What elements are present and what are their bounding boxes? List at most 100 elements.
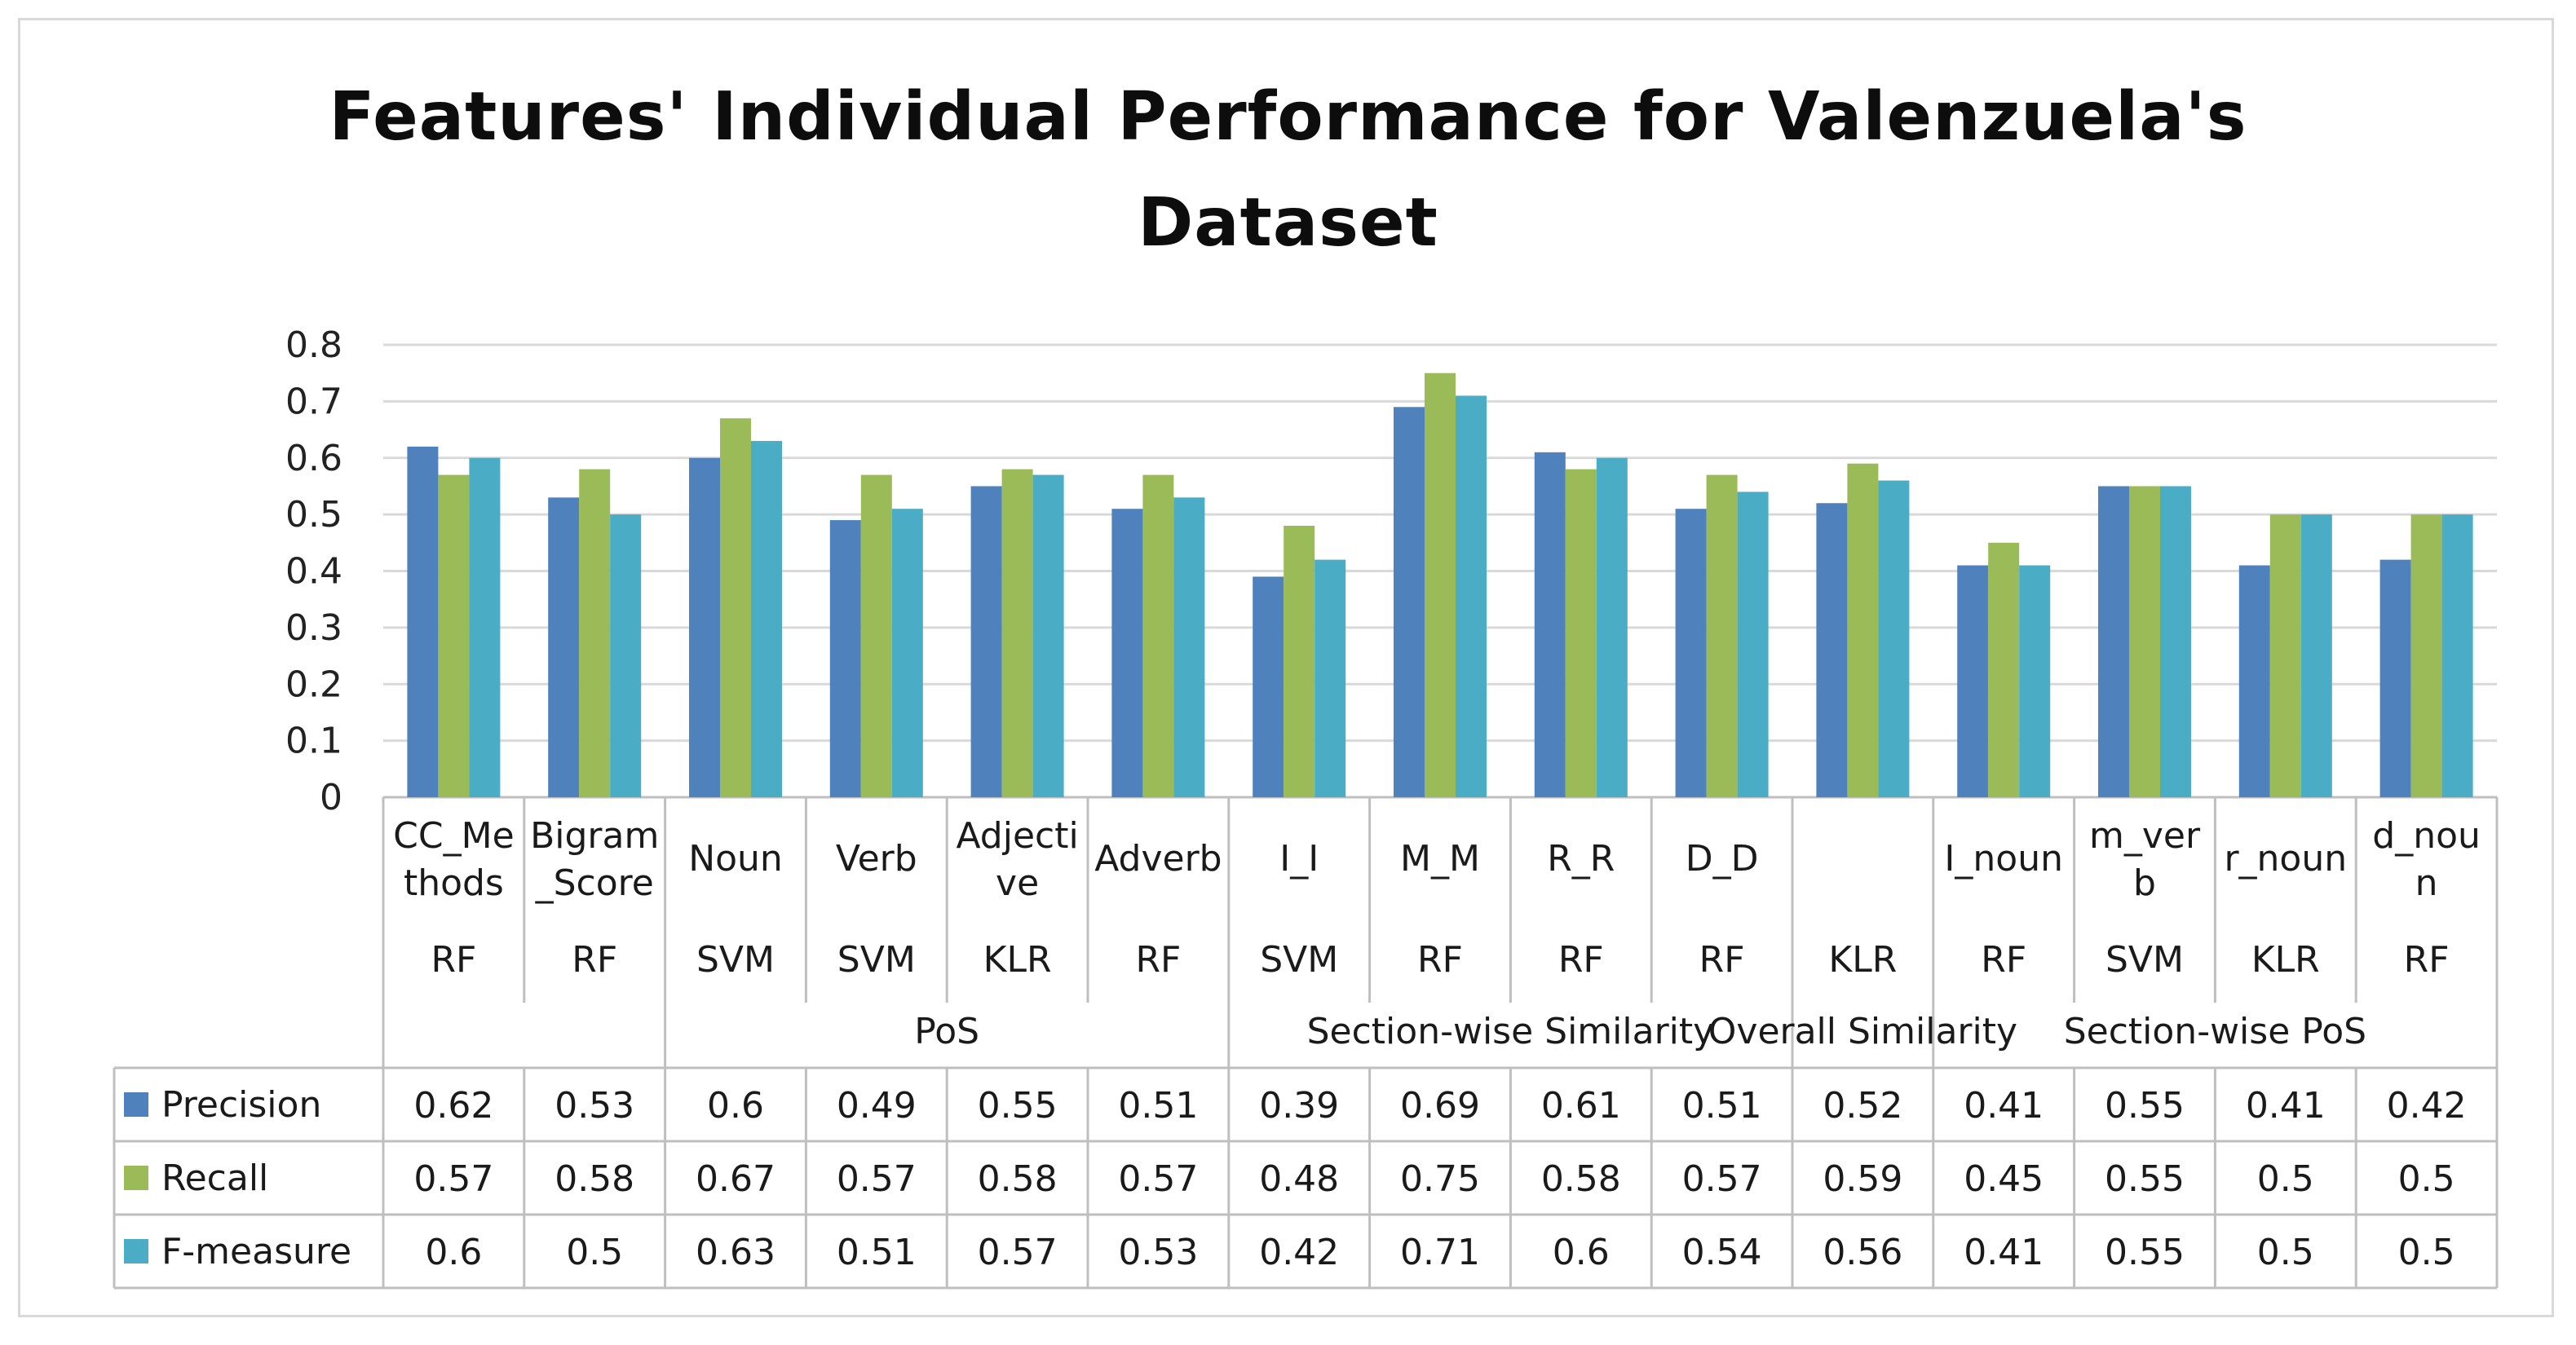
y-tick-label-0.7: 0.7 [285,381,342,422]
table-value-recall-0: 0.57 [413,1158,493,1200]
bar-recall-0 [438,474,470,797]
category-label-5: Adverb [1094,838,1222,880]
table-value-precision-8: 0.61 [1541,1085,1621,1127]
category-label-14-line2: n [2415,862,2438,904]
table-value-f-measure-2: 0.63 [696,1232,775,1273]
category-label-12-line1: m_ver [2089,815,2201,857]
bar-f-measure-5 [1173,497,1205,797]
table-value-recall-14: 0.5 [2398,1158,2455,1200]
legend-label-f-measure: F-measure [161,1231,351,1272]
table-value-precision-11: 0.41 [1964,1085,2044,1127]
y-tick-label-0.1: 0.1 [285,721,342,762]
y-tick-label-0.6: 0.6 [285,438,342,479]
table-value-precision-7: 0.69 [1400,1085,1480,1127]
bar-f-measure-9 [1737,492,1769,797]
bar-recall-14 [2410,514,2442,797]
bar-f-measure-4 [1032,474,1064,797]
bar-recall-8 [1565,469,1597,797]
table-value-f-measure-1: 0.5 [566,1232,623,1273]
table-value-precision-12: 0.55 [2105,1085,2185,1127]
classifier-label-5: RF [1135,939,1181,981]
classifier-label-6: SVM [1260,939,1338,981]
table-value-precision-0: 0.62 [413,1085,493,1127]
bar-precision-4 [970,486,1002,797]
classifier-label-8: RF [1558,939,1604,981]
table-value-f-measure-14: 0.5 [2398,1232,2455,1273]
table-value-precision-5: 0.51 [1118,1085,1198,1127]
bar-precision-3 [829,520,861,797]
bar-f-measure-1 [610,514,642,797]
bar-f-measure-12 [2160,486,2191,797]
bar-recall-4 [1001,469,1033,797]
legend-swatch-recall [124,1166,148,1190]
table-value-precision-3: 0.49 [837,1085,917,1127]
y-tick-label-0.3: 0.3 [285,607,342,649]
y-tick-label-0.5: 0.5 [285,494,342,536]
category-label-14-line1: d_nou [2372,815,2481,857]
bar-recall-3 [860,474,892,797]
table-value-f-measure-12: 0.55 [2105,1232,2185,1273]
classifier-label-13: KLR [2251,939,2320,981]
table-value-f-measure-0: 0.6 [425,1232,482,1273]
category-label-0-line1: CC_Me [393,815,514,857]
bar-precision-0 [407,446,439,797]
bar-precision-10 [1816,503,1848,797]
bar-f-measure-13 [2300,514,2332,797]
category-label-1-line1: Bigram [530,815,659,857]
table-value-recall-12: 0.55 [2105,1158,2185,1200]
classifier-label-11: RF [1981,939,2026,981]
table-value-recall-9: 0.57 [1682,1158,1762,1200]
table-value-f-measure-10: 0.56 [1823,1232,1902,1273]
bar-recall-11 [1988,542,2020,797]
category-label-4-line2: ve [996,862,1039,904]
group-label-2: Section-wise Similarity [1307,1011,1715,1052]
bar-f-measure-14 [2441,514,2473,797]
bar-f-measure-2 [751,440,782,797]
bar-recall-5 [1142,474,1174,797]
bar-recall-13 [2269,514,2301,797]
table-value-f-measure-8: 0.6 [1553,1232,1610,1273]
table-value-f-measure-4: 0.57 [978,1232,1058,1273]
table-value-recall-7: 0.75 [1400,1158,1480,1200]
table-value-precision-1: 0.53 [555,1085,634,1127]
classifier-label-1: RF [572,939,617,981]
table-value-recall-4: 0.58 [978,1158,1058,1200]
table-value-precision-6: 0.39 [1259,1085,1339,1127]
table-value-recall-1: 0.58 [555,1158,634,1200]
group-label-1: PoS [914,1011,979,1052]
bar-recall-6 [1284,526,1315,797]
bar-f-measure-6 [1315,559,1346,797]
category-label-4-line1: Adjecti [956,815,1078,857]
bar-recall-2 [720,418,751,797]
bar-f-measure-10 [1878,480,1910,797]
group-label-3: Overall Similarity [1708,1011,2017,1052]
classifier-label-14: RF [2404,939,2450,981]
chart-title-line-2: Dataset [1138,184,1438,262]
bar-precision-2 [689,457,720,797]
table-value-recall-8: 0.58 [1541,1158,1621,1200]
category-label-7: M_M [1400,838,1480,880]
table-value-f-measure-7: 0.71 [1400,1232,1480,1273]
bar-precision-7 [1394,407,1425,797]
legend-swatch-f-measure [124,1239,148,1263]
bar-precision-13 [2238,565,2270,797]
classifier-label-7: RF [1417,939,1463,981]
table-value-f-measure-11: 0.41 [1964,1232,2044,1273]
bar-f-measure-3 [891,509,923,797]
y-tick-label-0.4: 0.4 [285,551,342,593]
bar-precision-9 [1675,509,1707,797]
category-label-8: R_R [1547,838,1615,880]
legend-label-precision: Precision [161,1084,321,1126]
table-value-recall-6: 0.48 [1259,1158,1339,1200]
table-value-f-measure-5: 0.53 [1118,1232,1198,1273]
bar-precision-8 [1534,452,1566,797]
bar-recall-1 [579,469,611,797]
category-label-11: I_noun [1944,838,2063,880]
bar-recall-10 [1847,463,1879,797]
table-value-recall-3: 0.57 [837,1158,917,1200]
table-value-precision-14: 0.42 [2387,1085,2467,1127]
bar-precision-6 [1253,576,1284,797]
chart-title-line-1: Features' Individual Performance for Val… [329,78,2247,156]
bar-f-measure-11 [2019,565,2051,797]
